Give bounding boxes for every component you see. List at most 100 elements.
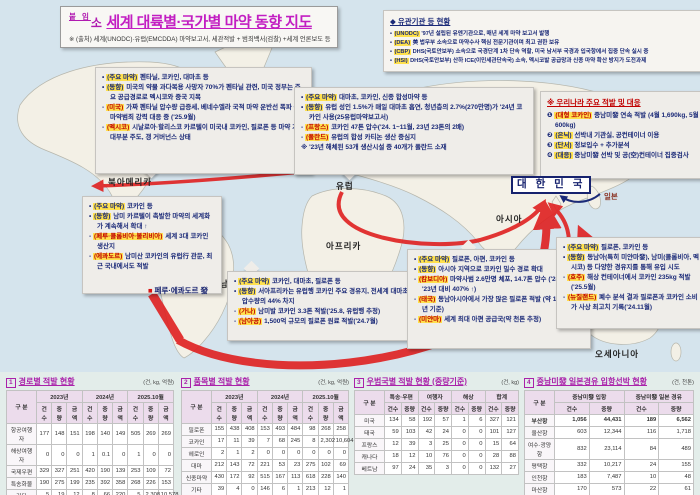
- highlight-label: (태국): [417, 296, 437, 304]
- bullet: •: [390, 48, 394, 55]
- cell: 35: [417, 461, 436, 475]
- table-row: 해상여행자 0 0 0 1 0.1 0 1 0 0: [6, 443, 175, 466]
- sub-header: 금액: [287, 401, 304, 424]
- bullet: ※: [301, 144, 310, 152]
- table-row: 필로폰 155 438 408 153 493 484 98 268 258: [181, 422, 350, 436]
- cell: 1: [81, 443, 98, 466]
- line-text: DHS(국토안보부) 소속으로 국경단계 1차 단속 역할, 미국 남서부 국경…: [411, 48, 649, 55]
- table-row: 태국 59 103 42 24 0 0 101 127: [354, 425, 519, 439]
- highlight-label: (주요 마약): [567, 244, 600, 251]
- cell: 0: [451, 437, 469, 451]
- cell: 0: [51, 443, 68, 466]
- country-table: 구 분 특송·우편 여행자 해상 합계 건수 중량 건수 중량 건수 중량 건수 중량 미국 134 58 19…: [354, 389, 519, 475]
- cell: 493: [271, 422, 289, 436]
- group-header: 2025.10월: [127, 389, 174, 403]
- line-text: '23년 해체된 53개 생산시설 중 40개가 폴란드 소재: [309, 144, 447, 152]
- table-row: 평택항 332 10,217 24 155: [524, 458, 694, 472]
- cell: 7,487: [588, 470, 625, 484]
- group-header: 2023년: [211, 389, 258, 403]
- cell: 103: [400, 425, 419, 439]
- cell: 61: [658, 482, 694, 495]
- cell: 1: [332, 482, 350, 495]
- col-header: 구 분: [524, 389, 555, 415]
- highlight-label: (대형 코카인): [554, 112, 593, 119]
- cell: 5: [35, 488, 53, 495]
- table-row: 대마 212 143 72 221 53 23 275 102 69: [181, 458, 350, 472]
- sub-header: 중량: [400, 401, 419, 415]
- tables-area: 1 경로별 적발 현황 (건, kg, 억원) 구 분 2023년 2024년 202…: [0, 372, 700, 495]
- cell: 101: [484, 425, 503, 439]
- col-header: 구 분: [354, 389, 385, 415]
- cell: 140: [332, 470, 350, 484]
- info-line: - (페루·콜롬비아·볼리비아) 세계 3대 코카인 생산지: [89, 232, 215, 252]
- cell: 275: [302, 458, 319, 472]
- korea-box-title: ※ 우리나라 주요 적발 및 대응: [547, 98, 641, 107]
- cell: 10,578: [157, 488, 178, 495]
- cell: 64: [501, 437, 519, 451]
- europe-lines: • (주요 마약) 대마초, 코카인, 신종 합성마약 등 • (동향) 유럽 성…: [301, 93, 527, 153]
- table-unit: (건, 천톤): [672, 380, 694, 386]
- cell: 39: [210, 482, 228, 495]
- cell: 438: [226, 422, 243, 436]
- sub-header: 건수: [81, 401, 98, 424]
- line-text: 아시아 지역으로 코카인 밀수 경로 확대: [436, 266, 543, 274]
- group-header: 중남미發 일본 경유: [623, 389, 694, 403]
- cell: 42: [417, 425, 436, 439]
- cell: 134: [384, 413, 402, 427]
- table-row: 기타5191286622052,30810,578: [6, 488, 178, 495]
- route-label-peru-ecuador: ■ 페루·에콰도르 發: [148, 286, 209, 295]
- cell: 1: [451, 413, 469, 427]
- line-text: 코카인, 대마초, 필로폰 등: [270, 278, 341, 285]
- cell: 149: [112, 422, 129, 445]
- cell: 44,431: [588, 413, 625, 427]
- cell: 6: [467, 413, 486, 427]
- cell: 153: [256, 422, 273, 436]
- table-row: 특송화물 190 275 199 235 392 358 268 226 153: [6, 476, 175, 490]
- line-text: 유럽 성인 1.5%가 매일 대마초 흡연, 청년층의 2.7%(270만명)가…: [309, 104, 523, 122]
- table-number: 2: [181, 378, 191, 388]
- cell: 275: [51, 476, 68, 490]
- bullet: ❸: [547, 142, 555, 150]
- sub-header: 건수: [554, 401, 590, 415]
- cell: 68: [271, 434, 289, 448]
- cell: 2,302: [317, 434, 335, 448]
- info-line: • (UNODC) '97년 설립된 유엔기관으로, 매년 세계 마약 보고서 …: [390, 30, 700, 39]
- sub-header: 건수: [484, 401, 503, 415]
- table-row: 베트남 97 24 35 3 0 0 132 27: [354, 461, 519, 475]
- sub-header: 건수: [35, 401, 53, 424]
- cell: 172: [226, 470, 243, 484]
- sub-header: 건수: [417, 401, 436, 415]
- table-title-row: 2 품목별 적발 현황 (건, kg, 억원): [181, 376, 349, 388]
- cell: 0: [66, 443, 83, 466]
- oceania-lines: • (주요 마약) 필로폰, 코카인 등 • (동향) 동남아(특히 미얀마發),…: [563, 243, 700, 313]
- highlight-label: (폴란드): [304, 134, 330, 142]
- table-number: 1: [6, 378, 16, 388]
- line-text: 중남미發 선박 및 공(空)컨테이너 집중검사: [572, 152, 689, 160]
- cell: 0: [317, 446, 334, 460]
- group-header: 여행자: [417, 389, 452, 403]
- info-line: - (남아공) 1,500억 규모의 필로폰 원료 적발('24.7월): [234, 317, 410, 327]
- cell: 97: [384, 461, 402, 475]
- info-line: • (동향) 남미 카르텔이 촉발한 마약의 세계화가 계속해서 확대 ↑: [89, 212, 215, 232]
- col-header: 구 분: [181, 389, 212, 424]
- title-box: 붙 임소 세계 대륙별·국가별 마약 동향 지도 ※ (출처) 세계(UNODC…: [60, 6, 338, 48]
- bullet: •: [89, 203, 94, 210]
- bullet: -: [102, 104, 106, 112]
- cell: 505: [127, 422, 144, 445]
- info-line: - (멕시코) 시날로아·할리스코 카르텔이 미국내 코카인, 필로폰 등 마약…: [102, 123, 305, 143]
- sub-header: 금액: [332, 401, 350, 424]
- info-line: ❶ (대형 코카인) 중남미發 연속 적발 (4월 1,690kg, 5월 60…: [547, 111, 700, 131]
- europe-box: • (주요 마약) 대마초, 코카인, 신종 합성마약 등 • (동향) 유럽 성…: [294, 87, 534, 175]
- cell: 0: [332, 446, 350, 460]
- line-text: 시날로아·할리스코 카르텔이 미국내 코카인, 필로폰 등 마약 거래 대부분 …: [110, 124, 305, 142]
- line-text: 코카인 47톤 압수('24. 1~11월, 23년 23톤의 2배): [329, 124, 464, 132]
- cell: 69: [332, 458, 350, 472]
- cell: 358: [112, 476, 129, 490]
- highlight-label: (동향): [305, 104, 324, 112]
- item-table: 구 분 2023년 2024년 2025.10월 건수 중량 금액 건수 중량 금액 건수 중량 금액 필…: [181, 389, 353, 495]
- cell: 143: [226, 458, 243, 472]
- cell: 199: [66, 476, 83, 490]
- cell: 213: [302, 482, 319, 495]
- red-square-icon: ■: [148, 286, 153, 295]
- row-header: 부산항: [524, 413, 555, 427]
